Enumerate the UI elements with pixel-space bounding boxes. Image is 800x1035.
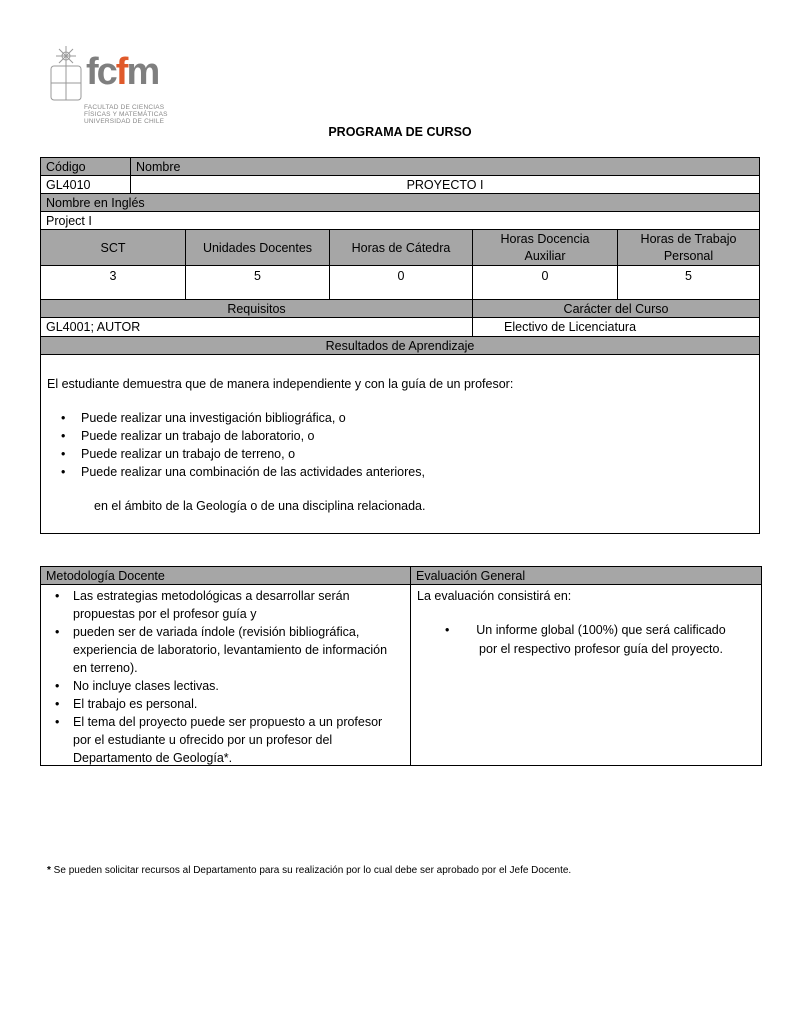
list-item: Las estrategias metodológicas a desarrol…	[41, 587, 402, 623]
resultados-outro: en el ámbito de la Geología o de una dis…	[94, 499, 426, 513]
footnote-text: Se pueden solicitar recursos al Departam…	[50, 865, 572, 876]
value-catedra: 0	[329, 265, 473, 300]
header-auxiliar: Horas Docencia Auxiliar	[472, 229, 618, 266]
fcfm-logo: fcfm FACULTAD DE CIENCIAS FÍSICAS Y MATE…	[46, 44, 176, 128]
evaluacion-content: La evaluación consistirá en: • Un inform…	[410, 584, 762, 766]
value-sct: 3	[40, 265, 186, 300]
university-seal-icon	[50, 46, 82, 101]
footnote: * Se pueden solicitar recursos al Depart…	[47, 865, 767, 876]
list-item: Puede realizar una investigación bibliog…	[47, 409, 753, 427]
codigo-label: Código	[40, 157, 131, 176]
resultados-content: El estudiante demuestra que de manera in…	[40, 354, 760, 534]
logo-line: FÍSICAS Y MATEMÁTICAS	[84, 111, 168, 118]
caracter-label: Carácter del Curso	[472, 299, 760, 318]
resultados-list: Puede realizar una investigación bibliog…	[47, 409, 753, 481]
fcfm-wordmark: fcfm	[86, 51, 160, 93]
ingles-value: Project I	[40, 211, 760, 230]
value-unidades: 5	[185, 265, 330, 300]
header-personal: Horas de Trabajo Personal	[617, 229, 760, 266]
metodologia-content: Las estrategias metodológicas a desarrol…	[40, 584, 411, 766]
evaluacion-item: • Un informe global (100%) que será cali…	[445, 623, 726, 656]
footnote-mark: *	[47, 865, 51, 876]
logo-line: UNIVERSIDAD DE CHILE	[84, 118, 165, 125]
caracter-value: Electivo de Licenciatura	[472, 317, 760, 337]
header-catedra: Horas de Cátedra	[329, 229, 473, 266]
evaluacion-intro: La evaluación consistirá en:	[417, 589, 572, 603]
header-unidades: Unidades Docentes	[185, 229, 330, 266]
nombre-label: Nombre	[130, 157, 760, 176]
ingles-label: Nombre en Inglés	[40, 193, 760, 212]
codigo-value: GL4010	[40, 175, 131, 194]
list-item: El trabajo es personal.	[41, 695, 402, 713]
header-sct: SCT	[40, 229, 186, 266]
page-title: PROGRAMA DE CURSO	[328, 125, 472, 139]
list-item: Puede realizar un trabajo de terreno, o	[47, 445, 753, 463]
list-item: No incluye clases lectivas.	[41, 677, 402, 695]
list-item: pueden ser de variada índole (revisión b…	[41, 623, 402, 677]
evaluacion-label: Evaluación General	[410, 566, 762, 585]
metodologia-label: Metodología Docente	[40, 566, 411, 585]
requisitos-value: GL4001; AUTOR	[40, 317, 473, 337]
resultados-intro: El estudiante demuestra que de manera in…	[47, 377, 514, 391]
nombre-value: PROYECTO I	[130, 175, 760, 194]
requisitos-label: Requisitos	[40, 299, 473, 318]
value-auxiliar: 0	[472, 265, 618, 300]
logo-line: FACULTAD DE CIENCIAS	[84, 104, 165, 111]
list-item: Puede realizar una combinación de las ac…	[47, 463, 753, 481]
value-personal: 5	[617, 265, 760, 300]
resultados-label: Resultados de Aprendizaje	[40, 336, 760, 355]
evaluacion-item-text: Un informe global (100%) que será califi…	[476, 623, 726, 656]
list-item: Puede realizar un trabajo de laboratorio…	[47, 427, 753, 445]
list-item: El tema del proyecto puede ser propuesto…	[41, 713, 402, 767]
